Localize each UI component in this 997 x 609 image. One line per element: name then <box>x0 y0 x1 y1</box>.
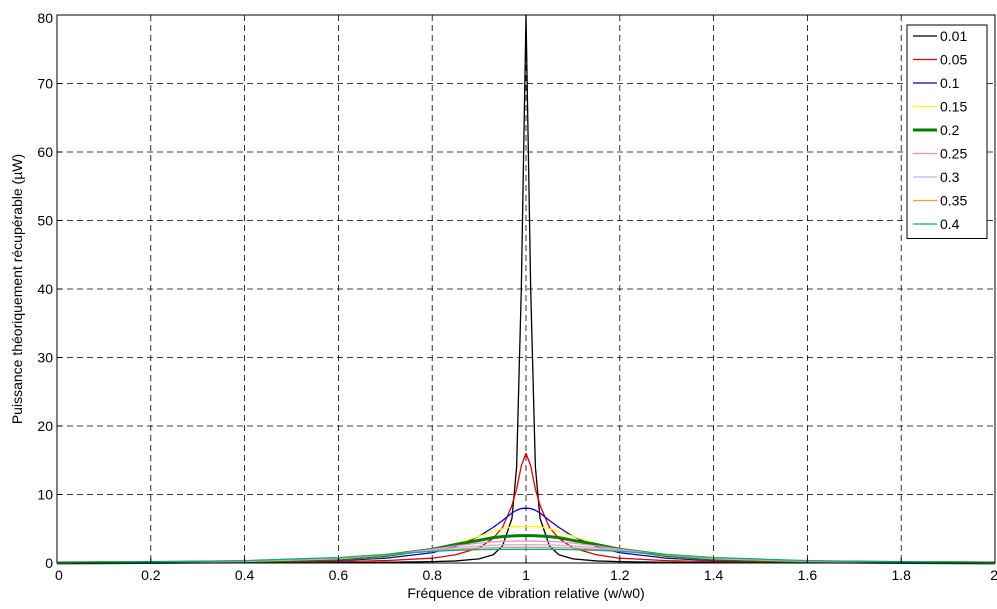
legend-label: 0.01 <box>940 28 967 44</box>
y-axis-label: Puissance théoriquement récupérable (µW) <box>9 154 25 424</box>
x-tick-label: 1.2 <box>610 567 630 583</box>
series-line-0.05 <box>56 452 996 564</box>
y-axis-ticks: 0 10 20 30 40 50 60 70 80 <box>37 10 62 571</box>
x-axis-ticks: 0 0.2 0.4 0.6 0.8 1 1.2 1.4 1.6 1.8 2 <box>55 558 997 583</box>
y-tick-label: 50 <box>37 213 53 229</box>
x-tick-label: 1.8 <box>891 567 911 583</box>
y-tick-label: 70 <box>37 76 53 92</box>
y-tick-label: 40 <box>37 281 53 297</box>
y-tick-label: 20 <box>37 418 53 434</box>
x-tick-label: 1 <box>522 567 530 583</box>
x-tick-label: 0.2 <box>141 567 161 583</box>
series-line-0.4 <box>56 548 996 564</box>
legend-label: 0.1 <box>940 75 960 91</box>
legend: 0.01 0.05 0.1 0.15 0.2 0.25 0.3 0.35 0.4 <box>906 24 988 239</box>
x-tick-label: 0.8 <box>422 567 442 583</box>
legend-label: 0.4 <box>940 216 960 232</box>
x-tick-label: 0.6 <box>329 567 349 583</box>
x-tick-label: 0.4 <box>235 567 255 583</box>
x-tick-label: 1.4 <box>704 567 724 583</box>
grid <box>57 15 995 563</box>
series-lines <box>56 14 996 565</box>
x-tick-label: 2 <box>990 567 997 583</box>
y-tick-label: 0 <box>45 555 53 571</box>
x-axis-label: Fréquence de vibration relative (w/w0) <box>407 585 644 601</box>
y-tick-label: 30 <box>37 350 53 366</box>
legend-label: 0.3 <box>940 169 960 185</box>
legend-label: 0.35 <box>940 193 967 209</box>
series-line-0.1 <box>56 507 996 564</box>
y-tick-label: 80 <box>37 10 53 26</box>
legend-label: 0.15 <box>940 99 967 115</box>
y-tick-label: 60 <box>37 144 53 160</box>
legend-label: 0.05 <box>940 52 967 68</box>
legend-box <box>906 24 988 239</box>
x-tick-label: 0 <box>55 567 63 583</box>
legend-label: 0.25 <box>940 146 967 162</box>
legend-label: 0.2 <box>940 122 960 138</box>
y-tick-label: 10 <box>37 487 53 503</box>
x-tick-label: 1.6 <box>798 567 818 583</box>
